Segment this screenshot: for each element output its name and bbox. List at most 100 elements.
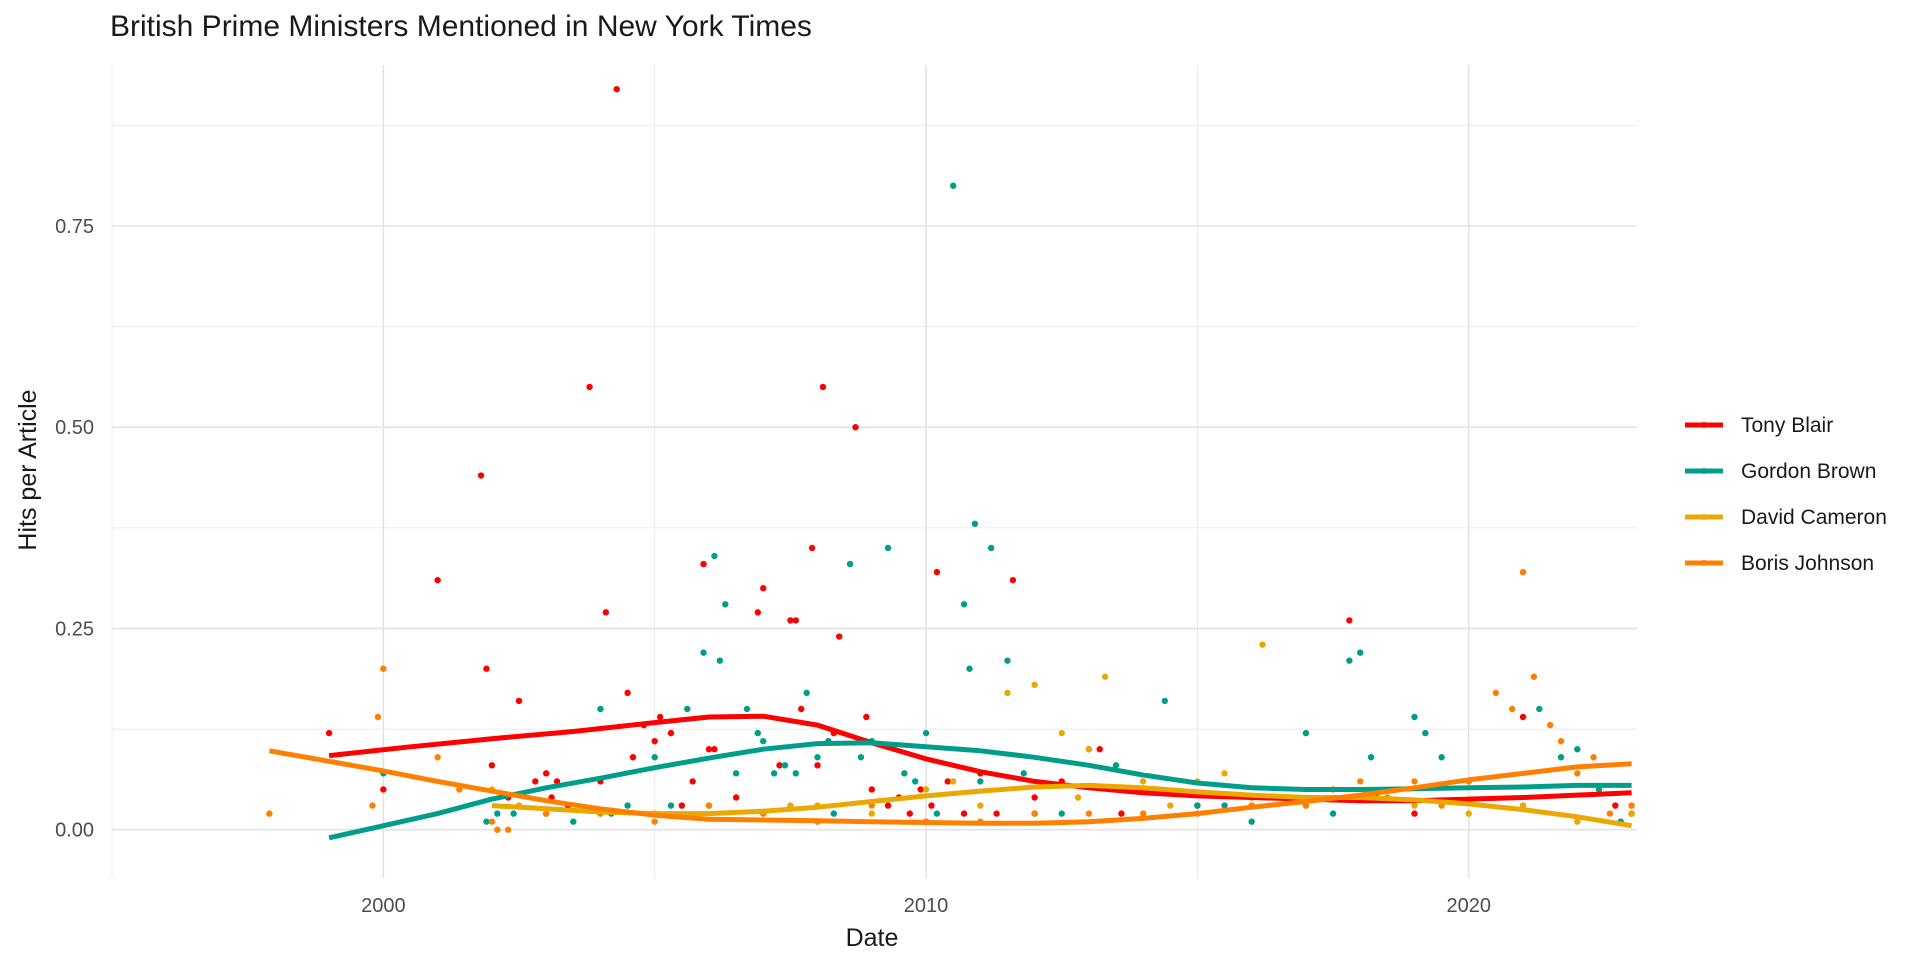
data-point: [1574, 770, 1581, 777]
data-point: [1346, 657, 1353, 664]
data-point: [808, 544, 816, 552]
legend-label: David Cameron: [1741, 506, 1887, 529]
data-point: [770, 770, 778, 777]
legend-key-point: [1701, 560, 1707, 566]
data-point: [570, 818, 577, 825]
legend-key-point: [1701, 468, 1707, 474]
data-point: [1357, 778, 1364, 785]
data-point: [667, 802, 675, 809]
data-point: [700, 649, 707, 656]
data-point: [1508, 705, 1516, 713]
data-point: [651, 818, 658, 825]
data-point: [716, 657, 724, 664]
data-point: [1004, 657, 1011, 664]
data-point: [1221, 802, 1228, 809]
data-point: [814, 762, 821, 769]
data-point: [1606, 810, 1614, 817]
data-point: [1139, 810, 1147, 817]
data-point: [374, 713, 382, 721]
data-point: [483, 665, 490, 672]
data-point: [1221, 770, 1228, 777]
data-point: [1085, 810, 1093, 817]
data-point: [1411, 802, 1418, 809]
y-tick-label: 0.25: [55, 618, 94, 640]
data-point: [325, 729, 333, 737]
data-point: [787, 617, 794, 624]
data-point: [922, 729, 930, 737]
data-point: [597, 705, 604, 713]
data-point: [1590, 754, 1597, 761]
trend-line: [491, 782, 1633, 829]
data-point: [1530, 673, 1538, 680]
data-point: [732, 794, 740, 801]
data-point: [1259, 641, 1266, 648]
legend-label: Boris Johnson: [1741, 552, 1874, 575]
data-point: [434, 754, 441, 761]
data-point: [922, 786, 930, 793]
y-axis-title: Hits per Article: [14, 389, 42, 550]
data-point: [1009, 576, 1017, 584]
data-point: [928, 802, 935, 809]
data-point: [868, 810, 875, 817]
axis-ticks: 2000 2010 2020 0.00 0.25 0.50 0.75: [55, 216, 1491, 917]
data-point: [1465, 810, 1472, 817]
data-point: [1118, 810, 1125, 817]
data-point: [1574, 746, 1581, 753]
data-point: [857, 754, 865, 761]
data-point: [949, 778, 957, 785]
data-point: [1411, 713, 1418, 721]
data-point: [1574, 818, 1581, 825]
data-point: [542, 810, 550, 817]
data-point: [1058, 729, 1065, 737]
data-point: [798, 705, 805, 713]
scatter-points: [266, 85, 1635, 833]
data-point: [732, 770, 740, 777]
data-point: [971, 520, 979, 528]
data-point: [380, 786, 387, 793]
data-point: [1161, 697, 1169, 705]
data-point: [1422, 729, 1429, 737]
data-point: [1411, 778, 1418, 785]
data-point: [944, 778, 951, 785]
data-point: [1031, 810, 1038, 817]
data-point: [678, 802, 686, 809]
data-point: [488, 818, 496, 825]
data-point: [700, 560, 707, 568]
data-point: [760, 737, 767, 745]
data-point: [515, 697, 523, 705]
data-point: [624, 689, 631, 697]
data-point: [483, 818, 490, 825]
data-point: [754, 609, 762, 616]
data-point: [651, 737, 658, 745]
data-point: [1101, 673, 1109, 680]
data-point: [1085, 746, 1093, 753]
data-point: [542, 770, 550, 777]
data-point: [1194, 802, 1201, 809]
data-point: [1519, 568, 1527, 576]
data-point: [1438, 754, 1445, 761]
data-point: [917, 786, 924, 793]
x-tick-label: 2020: [1447, 895, 1492, 917]
data-point: [711, 746, 718, 753]
data-point: [743, 705, 751, 713]
legend-key-point: [1701, 514, 1707, 520]
data-point: [711, 552, 718, 560]
data-point: [705, 802, 713, 809]
y-tick-label: 0.75: [55, 216, 94, 238]
legend-label: Tony Blair: [1741, 414, 1833, 437]
data-point: [776, 762, 783, 769]
data-point: [1031, 681, 1038, 689]
data-point: [494, 810, 501, 817]
data-point: [1248, 818, 1255, 825]
data-point: [689, 778, 696, 785]
data-point: [868, 786, 875, 793]
data-point: [553, 778, 561, 785]
data-point: [792, 770, 800, 777]
data-point: [369, 802, 376, 809]
data-point: [884, 544, 892, 552]
data-point: [933, 568, 941, 576]
data-point: [960, 810, 968, 817]
data-point: [966, 665, 973, 672]
data-point: [901, 770, 908, 777]
